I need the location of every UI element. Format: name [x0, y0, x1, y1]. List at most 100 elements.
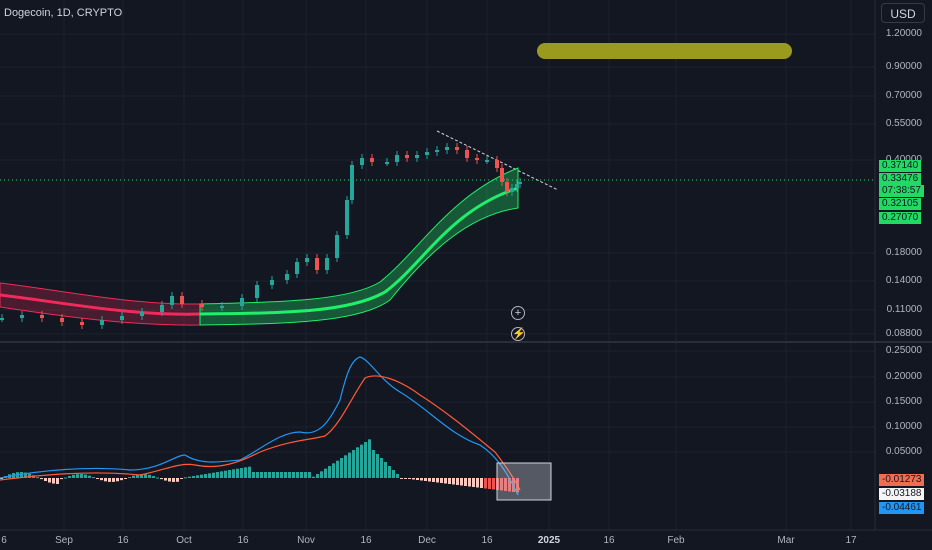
histogram-bar	[140, 474, 143, 478]
indicator-label: 0.05000	[885, 446, 922, 457]
indicator-label: 0.15000	[885, 396, 922, 407]
time-label: 17	[845, 535, 857, 546]
histogram-bar	[296, 472, 299, 478]
histogram-bar	[428, 478, 431, 482]
highlighter-drawing[interactable]	[537, 43, 792, 59]
histogram-bar	[192, 476, 195, 478]
price-label: 0.55000	[885, 118, 922, 129]
price-label: 0.08800	[885, 328, 922, 339]
candle-body	[180, 296, 184, 304]
candle-body	[120, 316, 124, 320]
candle-body	[80, 322, 84, 325]
histogram-bar	[332, 463, 335, 478]
histogram-bar	[104, 478, 107, 482]
histogram-bar	[320, 471, 323, 478]
histogram-bar	[436, 478, 439, 483]
histogram-bar	[212, 472, 215, 478]
histogram-bar	[176, 478, 179, 482]
histogram-bar	[196, 475, 199, 478]
candle-body	[285, 274, 289, 280]
histogram-bar	[460, 478, 463, 486]
histogram-bar	[412, 478, 415, 480]
histogram-bar	[288, 472, 291, 478]
histogram-bar	[184, 477, 187, 479]
signal-tag: -0.01273	[879, 474, 925, 486]
candle-body	[60, 318, 64, 322]
histogram-bar	[440, 478, 443, 483]
histogram-bar	[28, 473, 31, 478]
candle-body	[325, 258, 329, 270]
histogram-bar	[224, 470, 227, 478]
histogram-bar	[272, 472, 275, 478]
histogram-bar	[484, 478, 487, 489]
band-red-center	[0, 293, 201, 316]
candle-body	[360, 158, 364, 165]
indicator-label: 0.25000	[885, 345, 922, 356]
currency-button[interactable]: USD	[881, 3, 925, 23]
time-label: Sep	[55, 535, 73, 546]
candle-body	[295, 262, 299, 274]
histogram-bar	[156, 477, 159, 479]
candle-body	[170, 296, 174, 305]
time-label: Dec	[418, 535, 436, 546]
price-tag: 0.37140	[879, 160, 922, 172]
histogram-bar	[424, 478, 427, 481]
histogram-bar	[132, 475, 135, 478]
histogram-bar	[100, 478, 103, 481]
histogram-bar	[128, 477, 131, 479]
histogram-bar	[276, 472, 279, 478]
histogram-bar	[408, 478, 411, 479]
histogram-bar	[168, 478, 171, 482]
candle-body	[345, 200, 349, 235]
histogram-bar	[124, 478, 127, 479]
candle-body	[255, 285, 259, 298]
histogram-bar	[252, 472, 255, 478]
indicator-label: 0.20000	[885, 371, 922, 382]
histogram-bar	[40, 478, 43, 480]
price-label: 0.14000	[885, 275, 922, 286]
indicator-label: 0.10000	[885, 421, 922, 432]
histogram-bar	[304, 472, 307, 478]
histogram-bar	[380, 458, 383, 478]
time-label: Mar	[777, 535, 795, 546]
histogram-bar	[488, 478, 491, 489]
histogram-bar	[256, 472, 259, 478]
selection-box[interactable]	[496, 462, 552, 501]
histogram-bar	[356, 447, 359, 478]
histogram-bar	[260, 472, 263, 478]
histogram-bar	[204, 474, 207, 478]
time-label: 16	[603, 535, 615, 546]
histogram-bar	[432, 478, 435, 482]
histogram-bar	[284, 472, 287, 478]
candle-body	[455, 147, 459, 150]
candle-body	[415, 155, 419, 158]
histogram-bar	[48, 478, 51, 483]
candle-body	[485, 160, 489, 162]
lightning-icon[interactable]: ⚡	[511, 327, 526, 341]
candle-body	[495, 160, 499, 168]
histogram-bar	[336, 460, 339, 478]
histogram-bar	[508, 478, 511, 492]
histogram-bar	[240, 468, 243, 478]
symbol-title: Dogecoin, 1D, CRYPTO	[4, 7, 123, 19]
histogram-bar	[444, 478, 447, 484]
histogram-bar	[216, 472, 219, 478]
candle-body	[100, 320, 104, 325]
band-green	[199, 167, 519, 326]
histogram-bar	[452, 478, 455, 485]
histogram-bar	[152, 476, 155, 478]
histogram-bar	[360, 444, 363, 478]
time-label: 6	[1, 535, 7, 546]
candle-body	[200, 304, 204, 307]
histogram-bar	[92, 477, 95, 479]
histogram-bar	[388, 466, 391, 478]
candle-body	[518, 182, 522, 184]
candle-body	[385, 162, 389, 164]
candle-body	[370, 158, 374, 162]
histogram-bar	[200, 474, 203, 478]
histogram-bar	[120, 478, 123, 481]
candle-body	[160, 305, 164, 312]
plus-circle-icon[interactable]: +	[511, 306, 525, 320]
